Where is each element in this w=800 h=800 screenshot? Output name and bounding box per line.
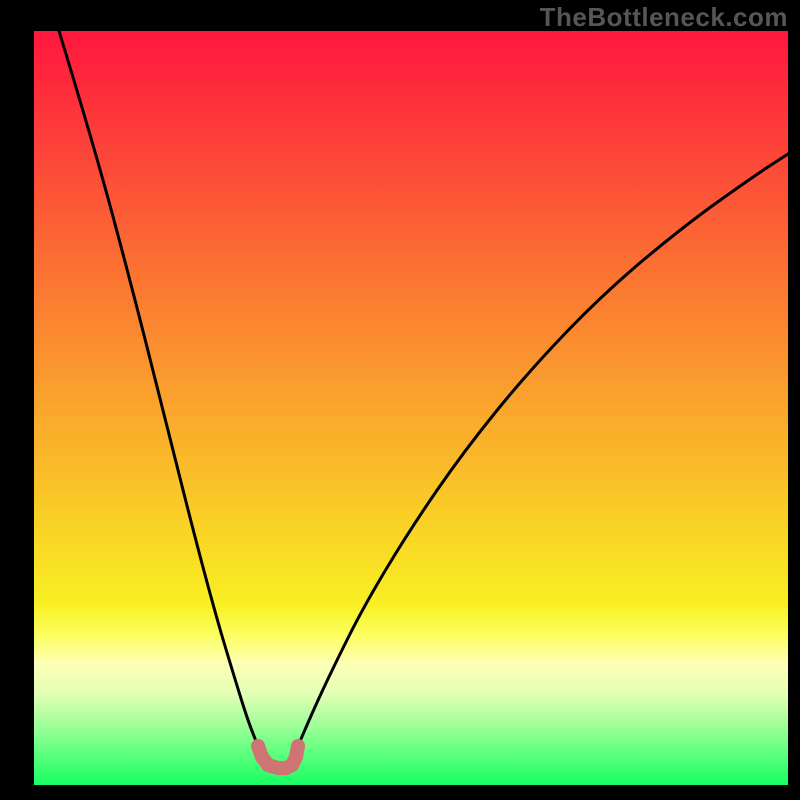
watermark-text: TheBottleneck.com [540, 2, 788, 33]
chart-background [34, 31, 788, 785]
trough-dot [291, 739, 305, 753]
bottleneck-chart [34, 31, 788, 785]
